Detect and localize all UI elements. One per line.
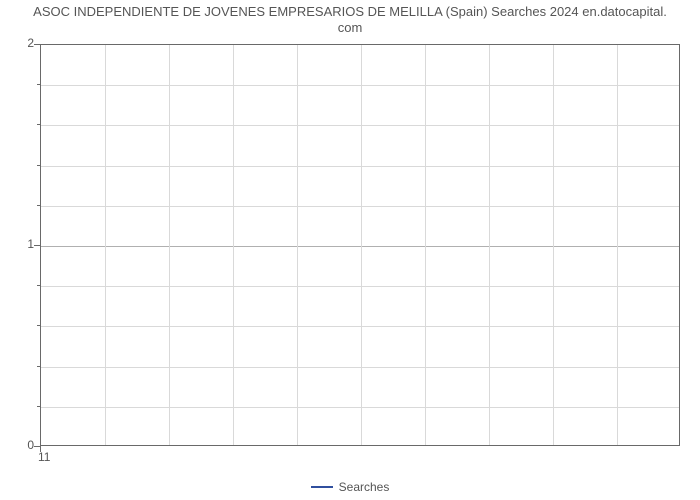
grid-h-minor xyxy=(41,286,679,287)
grid-v xyxy=(169,45,170,445)
axis-tick xyxy=(37,165,40,166)
grid-v xyxy=(233,45,234,445)
grid-v xyxy=(425,45,426,445)
x-tick-label-0: 11 xyxy=(38,450,50,464)
axis-tick xyxy=(37,124,40,125)
plot-area xyxy=(40,44,680,446)
axis-tick xyxy=(37,84,40,85)
grid-h-minor xyxy=(41,125,679,126)
grid-h-minor xyxy=(41,166,679,167)
grid-v xyxy=(361,45,362,445)
chart-title: ASOC INDEPENDIENTE DE JOVENES EMPRESARIO… xyxy=(0,4,700,37)
grid-v xyxy=(297,45,298,445)
grid-h-minor xyxy=(41,367,679,368)
y-tick-label-0: 0 xyxy=(10,438,34,452)
axis-tick xyxy=(40,446,41,452)
axis-tick xyxy=(37,366,40,367)
grid-h-minor xyxy=(41,206,679,207)
axis-tick xyxy=(37,325,40,326)
axis-tick xyxy=(34,44,40,45)
grid-h-minor xyxy=(41,85,679,86)
axis-tick xyxy=(37,406,40,407)
axis-tick xyxy=(37,205,40,206)
grid-h-major xyxy=(41,246,679,247)
grid-v xyxy=(553,45,554,445)
y-tick-label-1: 1 xyxy=(10,237,34,251)
grid-h-minor xyxy=(41,326,679,327)
grid-v xyxy=(105,45,106,445)
chart-title-line2: com xyxy=(338,20,363,35)
legend-swatch xyxy=(311,486,333,488)
axis-tick xyxy=(37,285,40,286)
legend: Searches xyxy=(0,479,700,494)
chart-title-line1: ASOC INDEPENDIENTE DE JOVENES EMPRESARIO… xyxy=(33,4,667,19)
y-tick-label-2: 2 xyxy=(10,36,34,50)
legend-label: Searches xyxy=(339,480,390,494)
grid-h-minor xyxy=(41,407,679,408)
grid-v xyxy=(489,45,490,445)
axis-tick xyxy=(34,245,40,246)
grid-v xyxy=(617,45,618,445)
